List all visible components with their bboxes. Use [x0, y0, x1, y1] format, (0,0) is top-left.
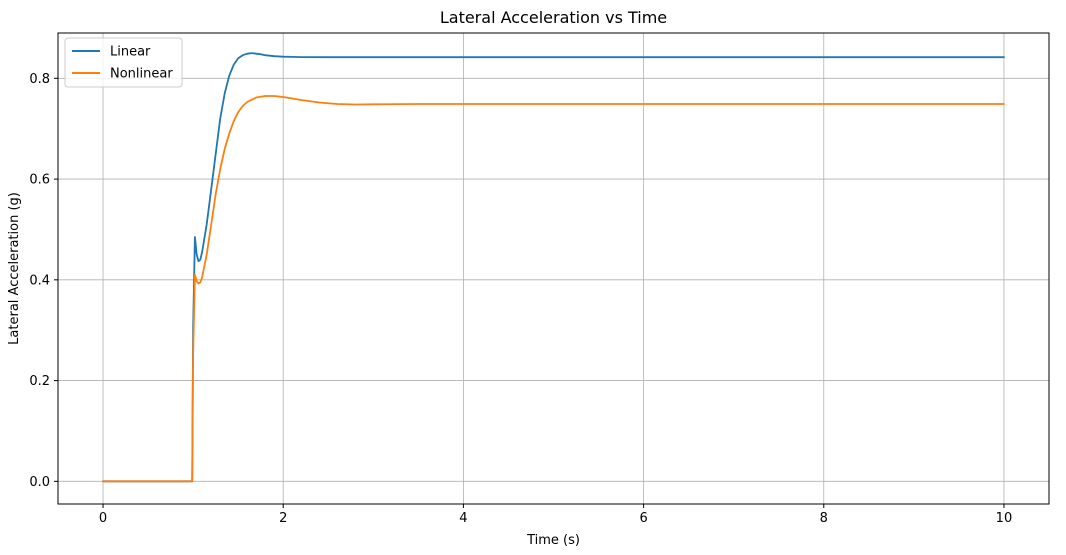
y-tick-label: 0.0: [29, 475, 50, 490]
legend: Linear Nonlinear: [64, 37, 183, 88]
y-tick-label: 0.6: [29, 173, 50, 188]
legend-label-nonlinear: Nonlinear: [110, 67, 173, 82]
x-tick-label: 8: [820, 511, 828, 526]
x-tick-label: 2: [279, 511, 287, 526]
y-axis-label: Lateral Acceleration (g): [7, 192, 22, 345]
series-line-nonlinear: [102, 95, 1005, 483]
x-tick-label: 0: [99, 511, 107, 526]
chart-title: Lateral Acceleration vs Time: [440, 8, 667, 27]
y-tick-label: 0.2: [29, 374, 50, 389]
x-axis-label: Time (s): [526, 533, 580, 548]
x-axis-ticks: 0 2 4 6 8 10: [99, 504, 1012, 526]
x-tick-label: 6: [639, 511, 647, 526]
series-line-linear: [102, 52, 1005, 483]
x-tick-label: 4: [459, 511, 467, 526]
series-group: [102, 52, 1005, 483]
x-tick-label: 10: [996, 511, 1013, 526]
grid: [58, 33, 1049, 504]
axes-frame: [57, 32, 1050, 505]
y-tick-label: 0.8: [29, 72, 50, 87]
legend-label-linear: Linear: [110, 45, 151, 60]
y-tick-label: 0.4: [29, 273, 50, 288]
y-axis-ticks: 0.0 0.2 0.4 0.6 0.8: [29, 72, 58, 490]
